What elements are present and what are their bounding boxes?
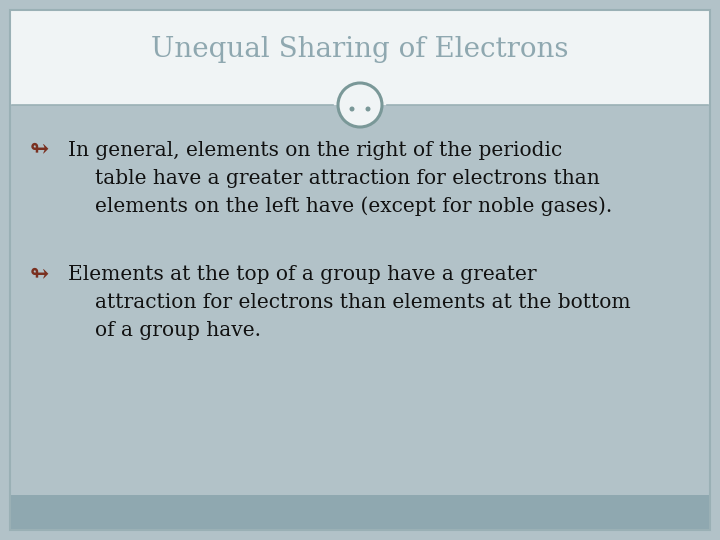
Text: of a group have.: of a group have.	[95, 321, 261, 341]
Text: Unequal Sharing of Electrons: Unequal Sharing of Electrons	[151, 36, 569, 63]
Text: Elements at the top of a group have a greater: Elements at the top of a group have a gr…	[68, 266, 536, 285]
Bar	[10, 105, 710, 495]
Text: In general, elements on the right of the periodic: In general, elements on the right of the…	[68, 140, 562, 159]
Circle shape	[366, 106, 371, 111]
Text: table have a greater attraction for electrons than: table have a greater attraction for elec…	[95, 168, 600, 187]
Text: elements on the left have (except for noble gases).: elements on the left have (except for no…	[95, 196, 612, 216]
Circle shape	[349, 106, 354, 111]
Bar	[10, 495, 710, 530]
Text: ↬: ↬	[30, 264, 49, 286]
Circle shape	[338, 83, 382, 127]
Text: attraction for electrons than elements at the bottom: attraction for electrons than elements a…	[95, 294, 631, 313]
Text: ↬: ↬	[30, 139, 49, 161]
Bar	[10, 10, 710, 105]
